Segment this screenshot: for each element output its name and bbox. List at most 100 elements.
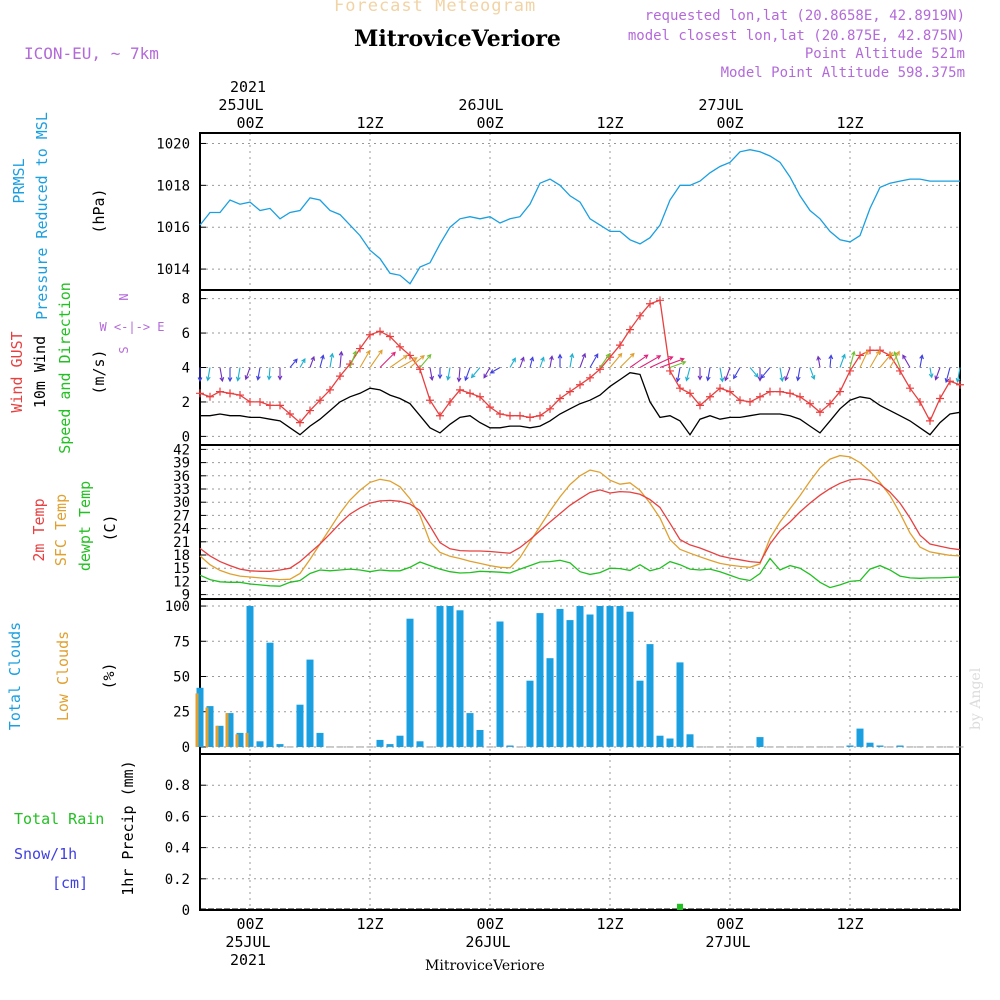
gust-marker [666,366,674,375]
total-cloud-bar [496,621,504,747]
wind-direction-arrow [227,367,233,383]
gust-marker [236,391,244,400]
wind-direction-arrow [669,360,687,369]
wind-direction-arrow [609,352,623,368]
pressure-unit-label: (hPa) [90,188,108,233]
wind-direction-arrow [244,367,251,381]
gust-marker [226,389,234,398]
total-cloud-bar [246,606,254,747]
wind-direction-arrow [369,349,383,368]
bottom-date-label: 26JUL [465,933,510,951]
top-time-tick: 00Z [236,114,263,132]
ytick-label: 100 [165,599,190,615]
ytick-label: 0 [182,903,190,919]
top-time-tick: 12Z [836,114,863,132]
gust-marker [756,392,764,401]
total-cloud-bar [686,734,694,747]
bottom-time-tick: 12Z [596,915,623,933]
total-clouds-label: Total Clouds [6,622,24,730]
wind-direction-arrow [197,367,203,383]
total-cloud-bar [846,745,854,747]
wind-direction-arrow [893,351,901,368]
ytick-label: 18 [173,548,190,564]
ytick-label: 1018 [156,178,190,194]
gust-marker [526,413,534,422]
gust-marker [486,403,494,412]
ytick-label: 0.4 [165,841,190,857]
gust-marker [396,342,404,351]
ytick-label: 25 [173,705,190,721]
total-cloud-bar [396,735,404,747]
gust-marker [636,311,644,320]
gust-marker [866,346,874,355]
wind-direction-arrow [749,367,759,378]
compass-north: N [117,293,131,300]
gust-marker [436,411,444,420]
meteogram-title: Forecast Meteogram [334,0,537,16]
ytick-label: 1014 [156,262,190,278]
total-cloud-bar [866,742,874,747]
gust-marker [586,373,594,382]
total-cloud-bar [296,704,304,747]
gust-marker [466,389,474,398]
gust-marker [446,397,454,406]
gust-marker [266,401,274,410]
wind-direction-arrow [599,352,611,368]
wind-direction-arrow [733,367,741,380]
ytick-label: 39 [173,456,190,472]
gust-marker [686,389,694,398]
gust-marker [956,380,964,389]
wind-direction-arrow [349,350,358,368]
ytick-label: 75 [173,634,190,650]
gust-marker [706,392,714,401]
total-cloud-bar [226,713,234,747]
gust-marker [796,392,804,401]
compass-south: S [117,346,131,353]
wind-direction-arrow [724,367,731,382]
total-cloud-bar [416,741,424,747]
total-cloud-bar [556,608,564,747]
ytick-label: 27 [173,508,190,524]
total-cloud-bar [546,658,554,747]
wind-10m-label: 10m Wind [31,336,49,408]
wind-direction-arrow [828,354,834,368]
wind-direction-arrow [779,367,785,383]
total-cloud-bar [236,732,244,747]
bottom-time-tick: 00Z [476,915,503,933]
wind-direction-arrow [219,367,225,383]
gust-marker [206,392,214,401]
wind-direction-arrow [289,358,298,368]
ytick-label: 4 [182,361,190,377]
ytick-label: 9 [182,588,190,604]
total-cloud-bar [476,730,484,747]
wind-direction-arrow [879,352,893,368]
wind-direction-arrow [659,357,685,369]
pressure-label-long: Pressure Reduced to MSL [33,112,51,320]
wind-direction-arrow [299,357,306,368]
total-cloud-bar [306,659,314,747]
wind-direction-arrow [529,356,535,368]
wind-direction-arrow [760,367,771,379]
gust-marker [306,406,314,415]
ytick-label: 15 [173,561,190,577]
wind-speed-line [200,372,961,436]
ytick-label: 1016 [156,220,190,236]
gust-marker [736,396,744,405]
total-cloud-bar [386,744,394,747]
ytick-label: 2 [182,395,190,411]
wind-direction-arrow [889,350,900,368]
total-cloud-bar [276,744,284,747]
gust-marker [536,411,544,420]
gust-marker [726,387,734,396]
wind-direction-arrow [934,367,941,381]
low-cloud-bar [215,725,219,747]
wind-direction-arrow [277,367,283,381]
ytick-label: 0 [182,740,190,756]
precip-unit-label: 1hr Precip (mm) [119,760,137,895]
wind-direction-arrow [266,367,272,381]
low-clouds-label: Low Clouds [54,631,72,721]
panel-frame [199,444,961,600]
wind-direction-arrow [539,356,545,368]
dewpt-line [199,557,961,589]
wind-direction-arrow [816,355,822,368]
